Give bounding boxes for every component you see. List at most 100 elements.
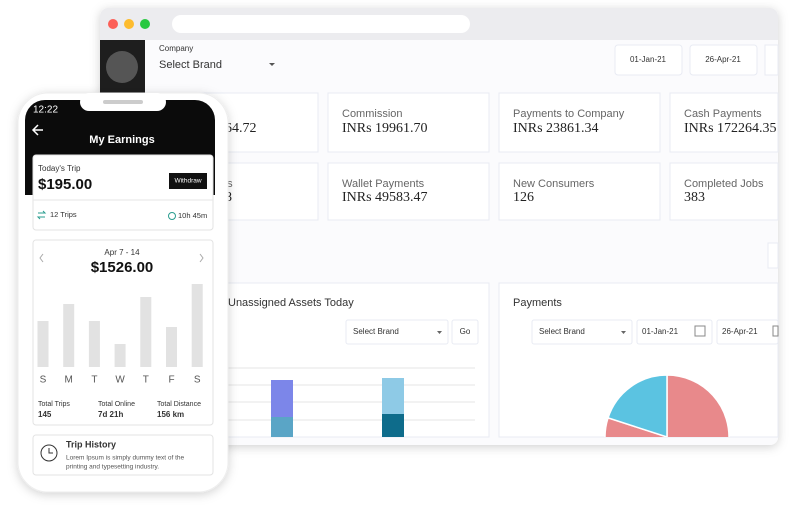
select-box[interactable] (531, 319, 633, 345)
day-label: W (115, 375, 125, 386)
today-label: Today's Trip (38, 164, 81, 173)
date-box[interactable] (614, 44, 683, 76)
bar (37, 321, 49, 367)
caret (437, 331, 442, 334)
date-from[interactable]: 01-Jan-21 (630, 55, 667, 64)
button-stub[interactable] (767, 242, 779, 269)
card-value: INRs 19961.70 (342, 121, 428, 136)
card-label: Completed Jobs (684, 178, 764, 190)
week-range: Apr 7 - 14 (104, 248, 140, 257)
pie-slice (604, 374, 730, 437)
date-to[interactable]: 26-Apr-21 (705, 55, 741, 64)
caret (269, 63, 275, 66)
card-value: 383 (684, 190, 705, 205)
date-box[interactable] (689, 44, 758, 76)
select-text[interactable]: Select Brand (539, 327, 585, 336)
maximize-dot[interactable] (140, 19, 150, 29)
today-trips: 12 Trips (50, 210, 77, 219)
card-value: 126 (513, 190, 534, 205)
stat-value: 7d 21h (98, 410, 123, 419)
card-value: INRs 49583.47 (342, 190, 428, 205)
bar (140, 297, 152, 367)
card (669, 92, 779, 153)
bar (166, 327, 177, 367)
card-label: Wallet Payments (342, 178, 425, 190)
status-time: 12:22 (33, 105, 58, 116)
history-line: printing and typesetting industry. (66, 464, 159, 471)
day-label: S (40, 375, 47, 386)
card (669, 162, 779, 221)
week-card (32, 239, 214, 426)
card (498, 92, 661, 153)
bar-segment (382, 378, 404, 414)
history-card[interactable] (32, 434, 214, 476)
back-arrow[interactable] (31, 124, 43, 136)
card-label: New Consumers (513, 178, 595, 190)
brand-select[interactable]: Select Brand (159, 59, 222, 71)
bar-segment (271, 417, 293, 437)
speaker (103, 100, 143, 104)
bar-segment (271, 380, 293, 417)
select-box[interactable] (345, 319, 449, 345)
url-bar[interactable] (172, 15, 470, 33)
stat-label: Total Online (98, 401, 135, 408)
history-line: Lorem Ipsum is simply dummy text of the (66, 455, 185, 462)
calendar-icon (772, 325, 779, 337)
phone-title: My Earnings (89, 134, 154, 146)
card (498, 162, 661, 221)
withdraw-text[interactable]: Withdraw (174, 178, 201, 185)
bar-segment (382, 414, 404, 437)
card-value: INRs 172264.35 (684, 121, 777, 136)
grid (228, 367, 475, 421)
card-label: Cash Payments (684, 108, 762, 120)
day-label: S (194, 375, 201, 386)
bar (88, 321, 100, 367)
stat-value: 145 (38, 410, 52, 419)
go-text[interactable]: Go (460, 327, 471, 336)
history-title: Trip History (66, 439, 116, 449)
today-amount: $195.00 (38, 176, 92, 193)
withdraw-button[interactable] (169, 173, 207, 189)
history-icon-hands (48, 448, 53, 454)
date-to[interactable]: 26-Apr-21 (722, 327, 758, 336)
bar (191, 284, 203, 367)
day-label: T (143, 375, 149, 386)
date-from[interactable]: 01-Jan-21 (642, 327, 679, 336)
stat-label: Total Distance (157, 401, 201, 408)
history-icon (40, 444, 58, 462)
bar (114, 344, 126, 367)
today-online: 10h 45m (178, 211, 207, 220)
go-button[interactable] (451, 319, 479, 345)
date-box[interactable] (764, 44, 779, 76)
week-amount: $1526.00 (91, 259, 154, 276)
stat-label: Total Trips (38, 401, 70, 408)
next-arrow[interactable] (199, 253, 204, 263)
card-value: INRs 23861.34 (513, 121, 599, 136)
card-label: Payments to Company (513, 108, 625, 120)
select-text[interactable]: Select Brand (353, 327, 399, 336)
pie-chart (604, 374, 730, 437)
caret (621, 331, 626, 334)
day-label: F (168, 375, 174, 386)
card-label: Commission (342, 108, 403, 120)
phone: 12:22 My Earnings Today's Trip $195.00 W… (17, 92, 229, 493)
today-card (32, 154, 214, 231)
minimize-dot[interactable] (124, 19, 134, 29)
panel-title: Unassigned Assets Today (228, 297, 354, 309)
stat-value: 156 km (157, 410, 184, 419)
pie-slice (607, 374, 668, 437)
avatar[interactable] (106, 51, 138, 83)
stacked-chart (271, 378, 404, 437)
day-label: T (91, 375, 97, 386)
trips-icon (36, 210, 47, 220)
company-label: Company (159, 44, 193, 53)
calendar-icon (694, 325, 706, 337)
date-box[interactable] (636, 319, 713, 345)
card (327, 162, 490, 221)
close-dot[interactable] (108, 19, 118, 29)
bar (63, 304, 75, 367)
panel-title: Payments (513, 297, 562, 309)
prev-arrow[interactable] (39, 253, 44, 263)
